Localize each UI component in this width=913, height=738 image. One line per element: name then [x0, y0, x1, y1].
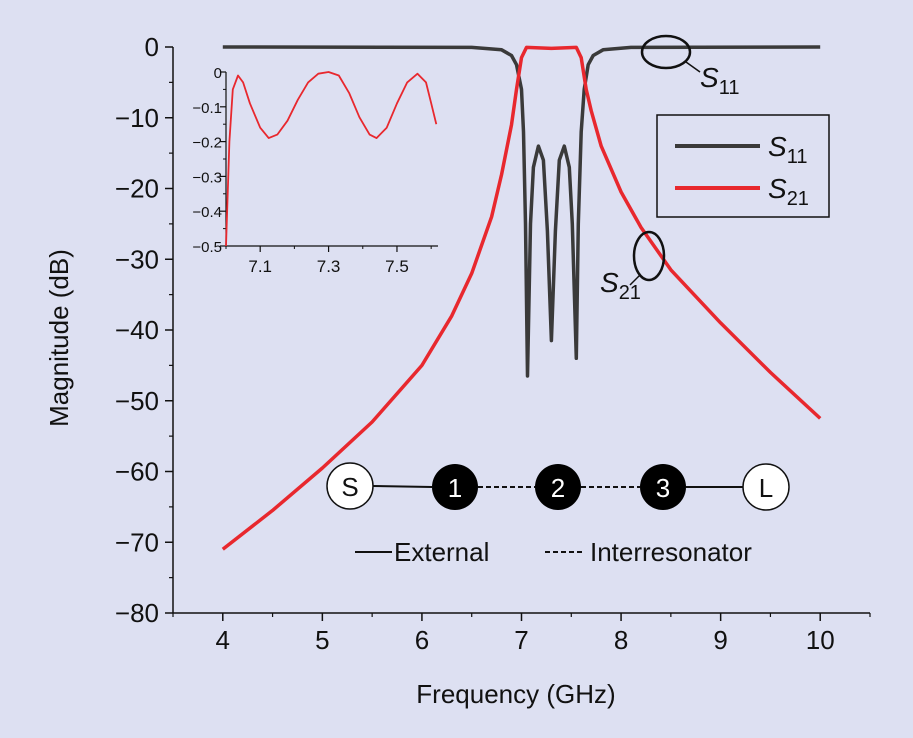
- load-node: [742, 463, 790, 511]
- x-axis-label: Frequency (GHz): [416, 679, 615, 709]
- resonator-node-3-label: 3: [656, 473, 670, 503]
- source-node-label: S: [341, 472, 358, 502]
- legend-box: [656, 114, 830, 218]
- s11-callout: S11: [640, 34, 739, 99]
- inset-y-tick-label: −0.1: [192, 100, 222, 117]
- external-legend-label: External: [394, 537, 489, 567]
- inset-x-tick-label: 7.3: [317, 257, 341, 276]
- inset-y-tick-label: −0.5: [192, 239, 222, 256]
- inset-series: [225, 71, 438, 247]
- resonator-node-2-label: 2: [551, 473, 565, 503]
- plot-area: [173, 47, 870, 613]
- s11-callout-leader: [685, 61, 701, 73]
- x-tick-label: 7: [514, 625, 528, 655]
- inset-x-tick-label: 7.1: [248, 257, 272, 276]
- x-tick-label: 9: [713, 625, 727, 655]
- topology-diagram: S 1 2 3 L External Interresonator: [326, 462, 790, 567]
- inset-y-tick-label: −0.4: [192, 204, 222, 221]
- inset-y-tick-label: 0: [214, 65, 222, 82]
- s21-callout-ellipse: [632, 230, 666, 282]
- s21-callout-leader: [629, 274, 641, 286]
- s21-callout: S21: [600, 230, 666, 304]
- x-tick-label: 4: [216, 625, 230, 655]
- legend-s11-label: S11: [768, 131, 807, 168]
- y-tick-label: −50: [115, 386, 159, 416]
- x-tick-label: 5: [315, 625, 329, 655]
- y-axis-label: Magnitude (dB): [44, 249, 74, 427]
- y-tick-label: 0: [145, 32, 159, 62]
- legend-s21-label: S21: [768, 173, 809, 210]
- load-node-label: L: [759, 473, 773, 503]
- y-tick-label: −30: [115, 244, 159, 274]
- s11-callout-label: S11: [700, 62, 739, 99]
- x-tick-label: 6: [415, 625, 429, 655]
- inset-y-tick-label: −0.3: [192, 169, 222, 186]
- s21-callout-label: S21: [600, 267, 641, 304]
- resonator-node-1: [432, 464, 478, 510]
- inset-x-tick-label: 7.5: [385, 257, 409, 276]
- resonator-node-2: [535, 464, 581, 510]
- y-tick-label: −10: [115, 103, 159, 133]
- main-series: [221, 45, 822, 551]
- inset-series-s21-line: [225, 71, 438, 247]
- inset-y-tick-label: −0.2: [192, 135, 222, 152]
- y-tick-label: −20: [115, 174, 159, 204]
- y-tick-label: −70: [115, 527, 159, 557]
- series-s21-line: [221, 45, 822, 551]
- inset-axes: 7.1 7.3 7.5 0 −0.1 −0.2 −0.3 −0.4 −0.5: [192, 65, 438, 276]
- main-axes: 4 5 6 7 8 9 100−10−20−30−40−50−60−70−80: [115, 32, 871, 655]
- resonator-node-1-label: 1: [448, 473, 462, 503]
- legend: S11 S21: [656, 114, 830, 218]
- y-tick-label: −80: [115, 598, 159, 628]
- x-tick-label: 10: [806, 625, 835, 655]
- x-tick-label: 8: [614, 625, 628, 655]
- y-tick-label: −40: [115, 315, 159, 345]
- s11-callout-ellipse: [640, 34, 692, 70]
- external-coupling-line: [372, 485, 433, 488]
- source-node: [326, 462, 374, 510]
- resonator-node-3: [640, 464, 686, 510]
- y-tick-label: −60: [115, 457, 159, 487]
- interresonator-legend-label: Interresonator: [590, 537, 752, 567]
